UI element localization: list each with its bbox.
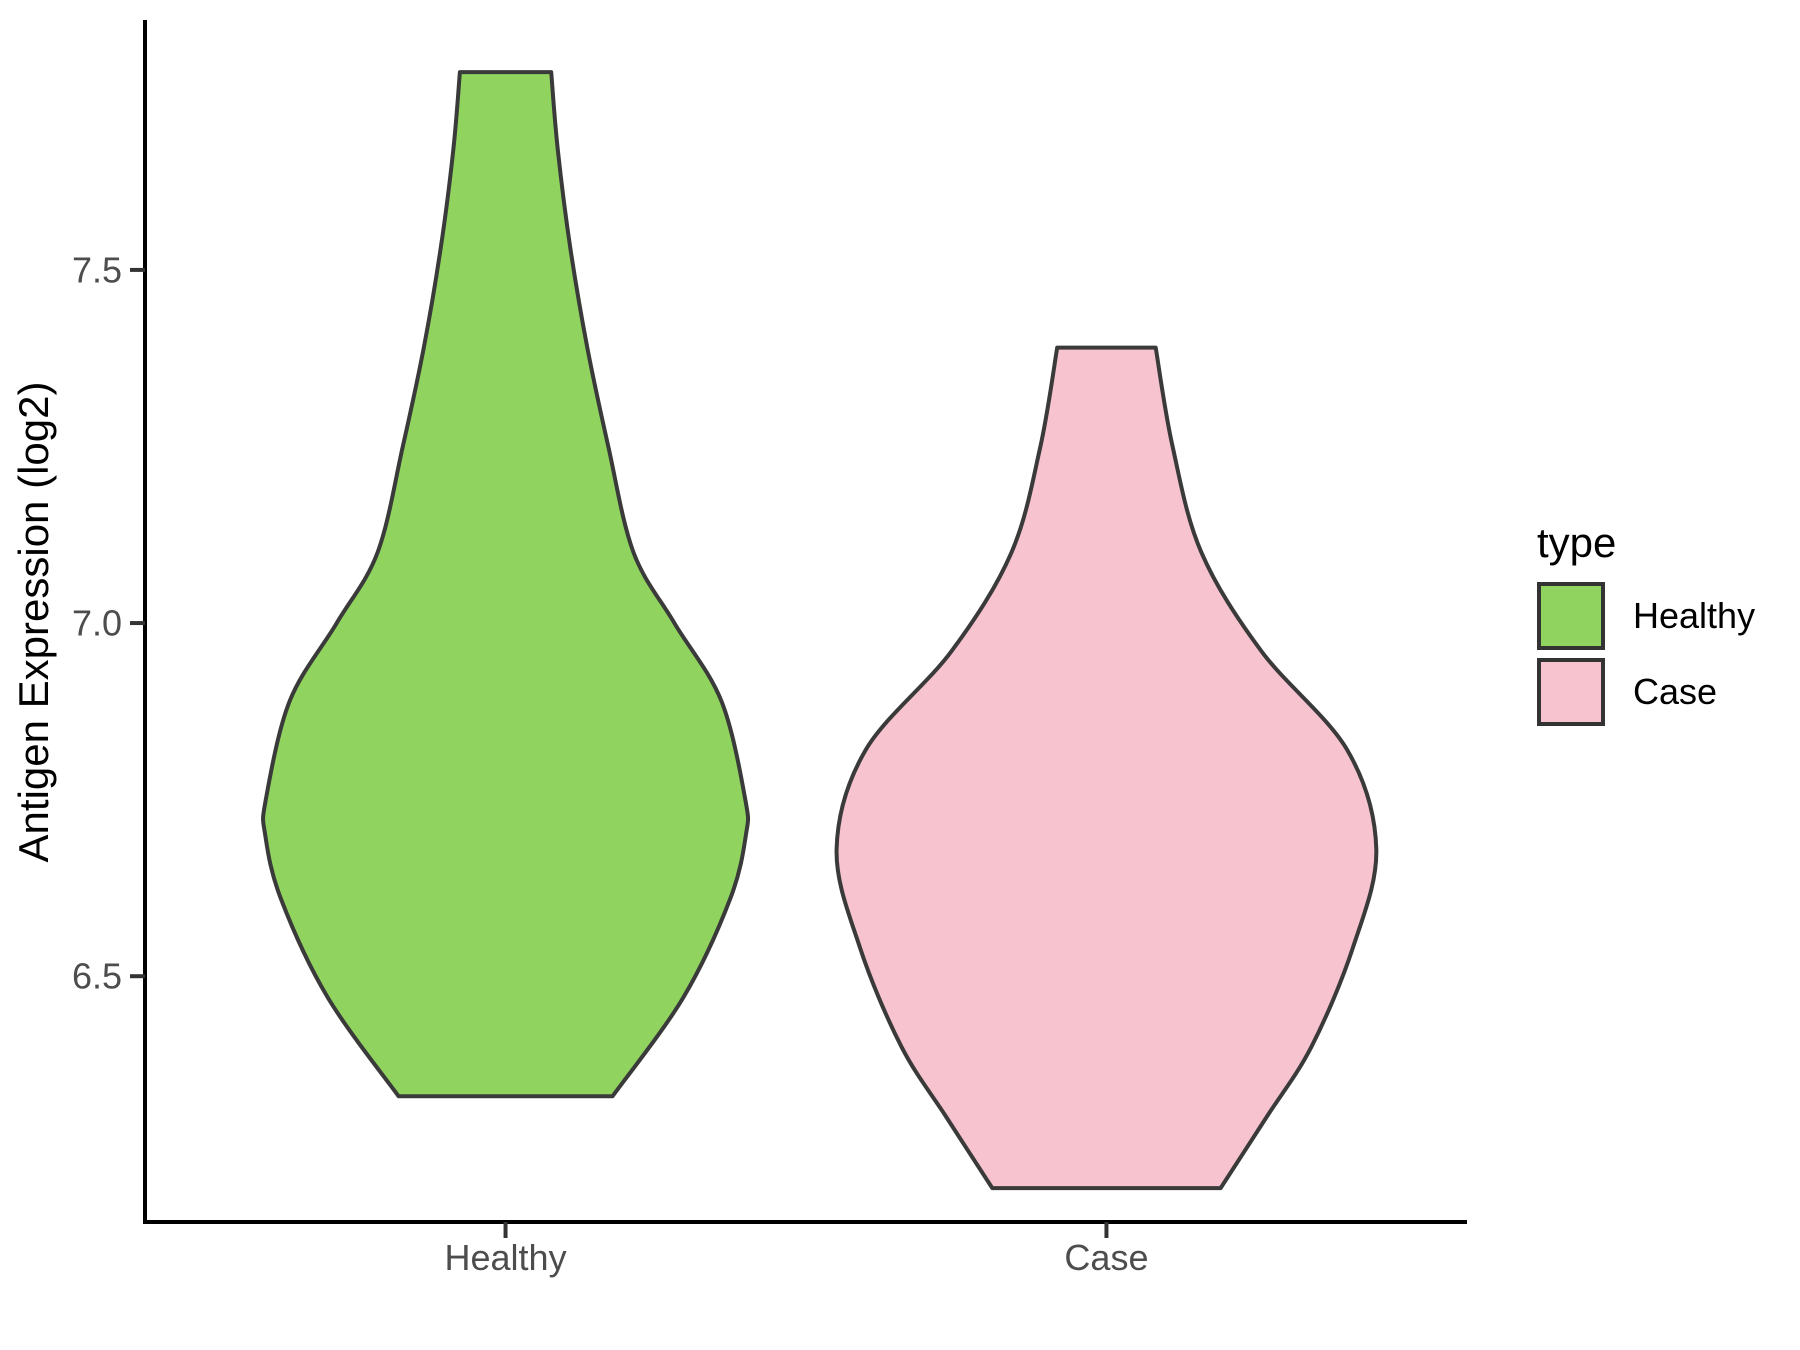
legend-items: Healthy Case [1537,582,1756,727]
y-tick-label: 6.5 [72,956,122,997]
legend-title: type [1537,519,1617,566]
legend-key-healthy [1537,582,1605,651]
legend-key-case [1537,658,1605,727]
legend: type Healthy Case [1537,519,1756,727]
legend-label-case: Case [1633,671,1718,713]
violin-healthy [261,70,751,1099]
x-tick-label: Healthy [445,1237,567,1278]
violin-case [834,345,1379,1191]
y-tick-label: 7.0 [72,603,122,644]
legend-item-case: Case [1537,658,1755,727]
y-axis-title: Antigen Expression (log2) [10,382,57,863]
x-tick-label: Case [1064,1237,1148,1278]
legend-label-healthy: Healthy [1633,595,1756,637]
y-tick-label: 7.5 [72,249,122,290]
legend-item-healthy: Healthy [1537,582,1756,651]
